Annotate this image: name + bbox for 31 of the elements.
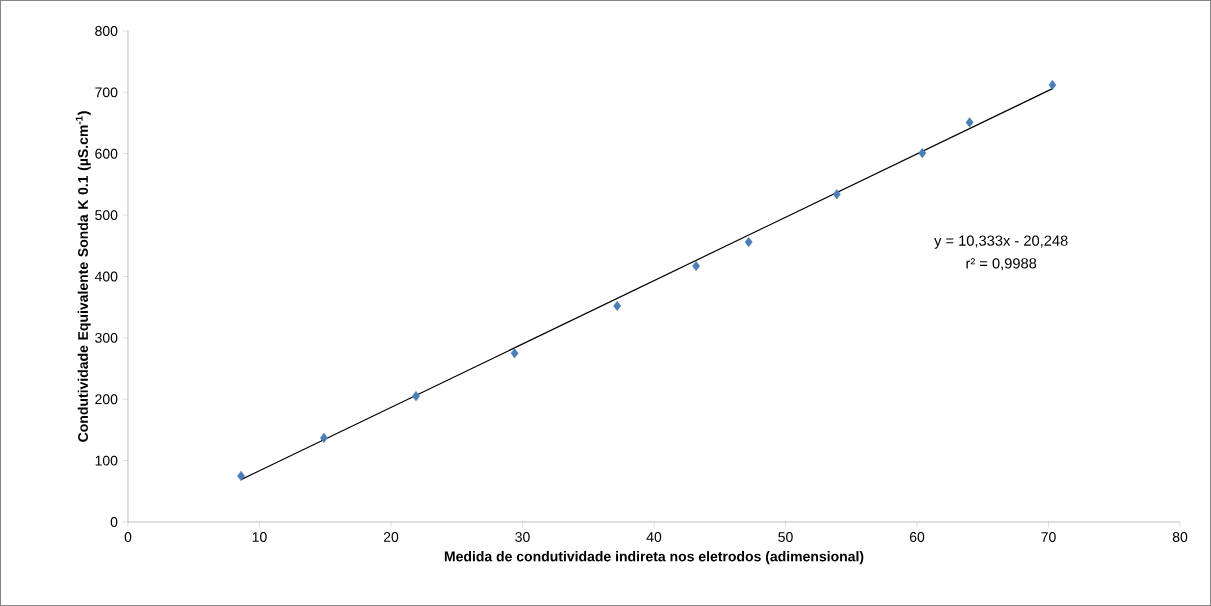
y-tick-label: 100 (95, 455, 118, 466)
point (320, 432, 328, 443)
y-tick-label: 500 (95, 210, 118, 221)
x-tick-label: 80 (1172, 532, 1188, 542)
x-tick-label: 40 (646, 532, 662, 542)
point (965, 117, 974, 128)
x-tick-label: 10 (252, 532, 267, 542)
y-axis-title: Condutividade Equivalente Sonda K 0.1 (µS.cm$^{-1}$) (75, 111, 91, 442)
y-tick-label: 200 (95, 394, 118, 405)
point (832, 189, 841, 200)
annotation: y = 10,333x - 20,248 (934, 235, 1068, 249)
point (510, 348, 519, 359)
x-tick-label: 30 (515, 532, 530, 542)
x-tick-label: 60 (909, 532, 925, 542)
y-tick-label: 300 (95, 332, 118, 343)
point (1048, 79, 1057, 91)
y-tick-label: 800 (95, 26, 118, 36)
x-tick-label: 70 (1041, 532, 1056, 542)
x-tick-label: 20 (383, 532, 399, 542)
point (613, 300, 622, 312)
annotation: r² = 0,9988 (966, 258, 1037, 271)
point (744, 237, 753, 248)
point (918, 148, 927, 159)
y-tick-label: 600 (95, 148, 118, 159)
x-tick-label: 50 (778, 532, 793, 542)
y-tick-label: 700 (95, 87, 118, 98)
point (412, 391, 420, 402)
x-axis-title: Medida de condutividade indireta nos eletrodos (adimensional) (444, 551, 864, 565)
x-tick-label: 0 (124, 532, 132, 542)
y-tick-label: 0 (110, 517, 118, 527)
y-tick-label: 400 (94, 271, 118, 282)
